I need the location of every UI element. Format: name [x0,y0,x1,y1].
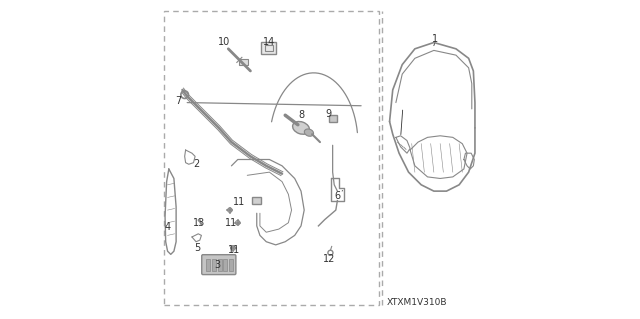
Text: 5: 5 [194,243,200,253]
Bar [229,259,233,271]
Bar [206,259,211,271]
Text: 2: 2 [193,159,199,169]
Bar [239,59,248,65]
Text: 11: 11 [225,218,237,228]
Text: 11: 11 [228,245,240,255]
FancyBboxPatch shape [202,255,236,275]
Text: 6: 6 [334,191,340,201]
Bar [212,259,216,271]
Text: 14: 14 [263,38,276,48]
Text: 9: 9 [326,109,332,119]
Ellipse shape [304,129,314,136]
Bar [262,42,276,54]
Circle shape [198,219,201,222]
Text: XTXM1V310B: XTXM1V310B [387,298,447,307]
Text: 11: 11 [233,197,246,207]
Text: 4: 4 [164,222,171,233]
Text: 1: 1 [433,34,438,44]
Bar [218,259,221,271]
Text: 10: 10 [218,38,230,48]
Text: 7: 7 [175,96,182,106]
Text: 8: 8 [298,110,304,120]
Bar [252,197,262,204]
Bar [223,259,227,271]
Text: 3: 3 [214,260,220,271]
Bar [265,45,273,51]
Text: 12: 12 [323,254,335,264]
Ellipse shape [292,122,310,134]
Text: 13: 13 [193,218,205,228]
Bar [328,115,337,122]
